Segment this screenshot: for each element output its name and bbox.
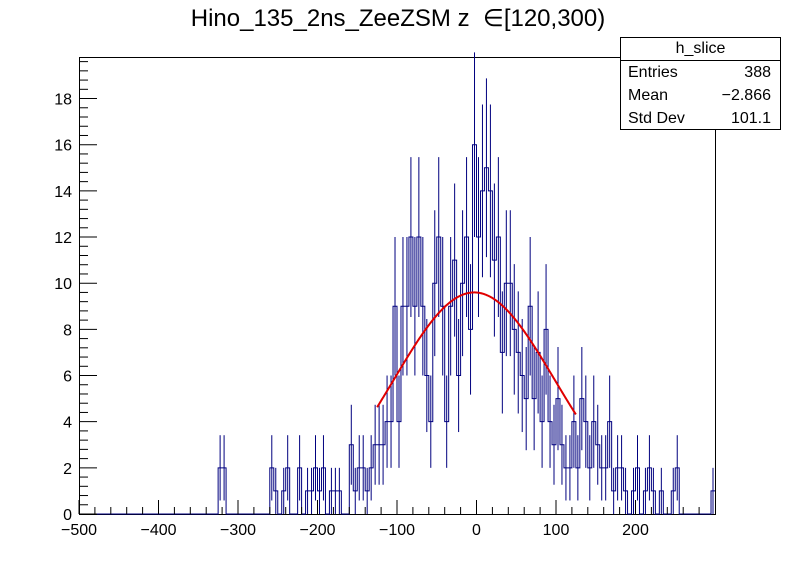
x-tick-label: 200 xyxy=(622,522,649,539)
histogram-bars xyxy=(79,52,715,515)
x-tick-label: 0 xyxy=(472,522,481,539)
x-tick-label: 100 xyxy=(543,522,570,539)
x-tick-label: −200 xyxy=(299,522,335,539)
stats-row-entries: Entries 388 xyxy=(621,61,780,84)
y-tick-label: 8 xyxy=(63,322,72,339)
y-tick-label: 2 xyxy=(63,461,72,478)
y-tick-label: 0 xyxy=(63,507,72,524)
y-tick-label: 4 xyxy=(63,415,72,432)
y-tick-label: 6 xyxy=(63,369,72,386)
stats-label: Mean xyxy=(628,87,669,104)
plot-frame xyxy=(79,57,716,515)
y-tick-label: 16 xyxy=(54,138,72,155)
stats-row-mean: Mean −2.866 xyxy=(621,84,780,107)
y-tick-label: 18 xyxy=(54,92,72,109)
gaussian-fit-curve xyxy=(376,291,577,415)
y-tick-label: 12 xyxy=(54,230,72,247)
x-tick-label: −300 xyxy=(220,522,256,539)
chart-title: Hino_135_2ns_ZeeZSM z ∈[120,300) xyxy=(190,5,606,32)
stats-label: Entries xyxy=(628,64,678,81)
x-tick-label: −500 xyxy=(61,522,97,539)
stats-value: 101.1 xyxy=(730,110,771,127)
stats-value: −2.866 xyxy=(721,87,771,104)
axes: −500 −400 −300 −200 −100 0 100 200 0 2 4 6 8 10 12 14 16… xyxy=(54,61,700,539)
fit-curve-layer xyxy=(376,291,577,415)
y-tick-label: 10 xyxy=(54,276,72,293)
x-tick-label: −100 xyxy=(379,522,415,539)
stats-box-title: h_slice xyxy=(621,38,780,61)
stats-box: h_slice Entries 388 Mean −2.866 Std Dev … xyxy=(620,37,781,130)
y-tick-label: 14 xyxy=(54,184,72,201)
stats-value: 388 xyxy=(744,64,771,81)
histogram-outline xyxy=(79,144,715,515)
x-tick-label: −400 xyxy=(140,522,176,539)
stats-row-stddev: Std Dev 101.1 xyxy=(621,107,780,130)
stats-label: Std Dev xyxy=(628,110,685,127)
